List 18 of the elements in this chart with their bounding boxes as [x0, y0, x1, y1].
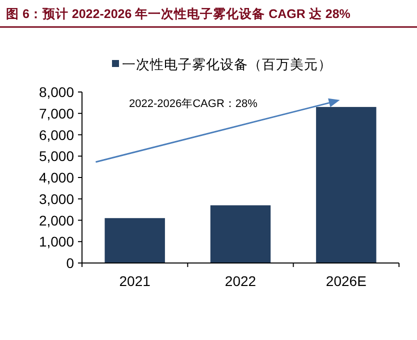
chart-title: 图 6：预计 2022-2026 年一次性电子雾化设备 CAGR 达 28% [6, 7, 350, 21]
y-tick-label: 4,000 [38, 170, 74, 186]
x-tick-label: 2026E [326, 273, 366, 289]
legend-label: 一次性电子雾化设备（百万美元） [122, 57, 332, 72]
bar [104, 218, 165, 263]
y-tick-label: 3,000 [38, 190, 74, 207]
y-tick-label: 5,000 [38, 148, 74, 164]
y-tick-label: 0 [66, 255, 74, 271]
bar [316, 106, 376, 263]
y-tick-label: 6,000 [38, 126, 74, 143]
y-tick-label: 8,000 [38, 84, 74, 100]
x-tick-label: 2022 [224, 273, 256, 289]
y-tick-label: 2,000 [38, 212, 74, 228]
x-tick-label: 2021 [119, 273, 151, 289]
bar [210, 205, 271, 263]
y-tick-label: 7,000 [38, 105, 74, 122]
annotation: 2022-2026年CAGR：28% [129, 98, 258, 110]
y-tick-label: 1,000 [38, 234, 74, 250]
